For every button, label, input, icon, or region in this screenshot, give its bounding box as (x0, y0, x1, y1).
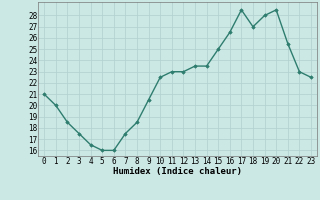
X-axis label: Humidex (Indice chaleur): Humidex (Indice chaleur) (113, 167, 242, 176)
